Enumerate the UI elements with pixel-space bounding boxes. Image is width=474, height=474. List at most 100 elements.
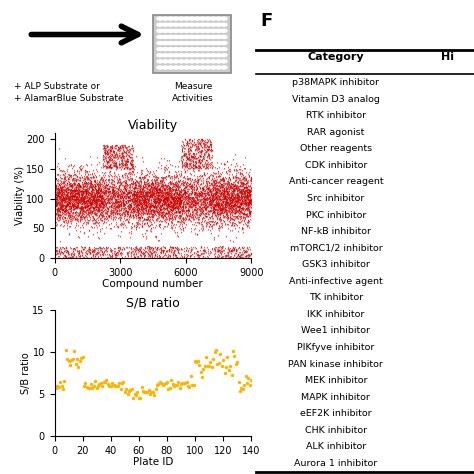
Point: [51, 188, 58, 196]
Point: [213, 158, 221, 165]
Point: [224, 189, 232, 197]
Point: [152, 176, 159, 183]
Point: [70, 203, 77, 210]
Point: [83, 210, 91, 218]
Point: [100, 177, 107, 185]
Point: [218, 219, 226, 227]
Point: [111, 210, 118, 218]
Point: [178, 196, 186, 204]
Point: [213, 195, 220, 202]
Point: [246, 208, 254, 216]
Point: [243, 188, 251, 196]
Point: [107, 162, 114, 170]
Point: [180, 181, 187, 188]
Point: [175, 254, 183, 262]
Point: [80, 195, 87, 202]
Point: [173, 196, 181, 204]
Point: [54, 194, 61, 201]
Point: [193, 199, 201, 207]
Point: [96, 243, 103, 251]
Point: [123, 150, 130, 157]
Point: [179, 202, 186, 210]
Point: [222, 200, 229, 207]
Point: [132, 392, 140, 399]
Point: [170, 200, 178, 207]
Point: [59, 223, 67, 230]
Point: [135, 197, 143, 204]
Point: [165, 213, 173, 221]
Point: [215, 193, 222, 201]
Point: [164, 222, 171, 229]
Point: [62, 194, 69, 201]
Point: [159, 194, 166, 201]
Point: [132, 198, 139, 205]
Point: [164, 194, 172, 201]
Point: [164, 191, 171, 198]
Point: [170, 199, 177, 207]
Point: [132, 243, 139, 250]
Point: [105, 250, 113, 258]
Point: [120, 200, 128, 208]
Point: [104, 163, 111, 171]
Point: [182, 181, 190, 188]
Text: Anti-cancer reagent: Anti-cancer reagent: [289, 177, 383, 186]
Point: [115, 145, 123, 152]
Circle shape: [189, 48, 195, 51]
Point: [109, 146, 117, 154]
Point: [64, 183, 72, 191]
Point: [173, 194, 180, 202]
Point: [163, 213, 170, 221]
Point: [78, 213, 85, 220]
Point: [165, 156, 173, 164]
Point: [160, 195, 167, 203]
Point: [104, 216, 111, 223]
Point: [213, 218, 220, 226]
Point: [74, 184, 82, 192]
Point: [146, 209, 154, 217]
Point: [179, 204, 187, 211]
Point: [177, 197, 184, 204]
Point: [120, 147, 128, 155]
Point: [225, 205, 232, 212]
Point: [246, 381, 254, 389]
Point: [212, 187, 219, 195]
Point: [202, 221, 210, 229]
Point: [152, 206, 159, 214]
FancyBboxPatch shape: [153, 15, 231, 73]
Point: [60, 251, 68, 259]
Point: [187, 246, 195, 254]
Point: [203, 152, 210, 160]
Point: [101, 161, 109, 169]
Point: [95, 193, 103, 201]
Point: [187, 177, 195, 185]
Point: [240, 190, 248, 197]
Point: [203, 208, 210, 216]
Point: [214, 203, 222, 210]
Point: [121, 207, 128, 215]
Point: [200, 365, 207, 373]
Point: [154, 201, 162, 209]
Point: [175, 203, 182, 211]
Point: [164, 210, 171, 217]
Point: [117, 154, 124, 161]
Point: [141, 187, 149, 194]
Point: [152, 211, 160, 219]
Point: [211, 207, 219, 214]
Point: [127, 182, 134, 190]
Point: [211, 212, 219, 219]
Point: [91, 177, 99, 185]
Point: [167, 195, 175, 202]
Point: [90, 195, 97, 203]
Point: [188, 152, 196, 159]
Point: [140, 179, 148, 186]
Point: [164, 201, 172, 208]
Point: [124, 164, 131, 171]
Point: [109, 192, 116, 200]
Point: [242, 199, 249, 206]
Point: [245, 203, 252, 211]
Point: [71, 192, 78, 200]
Point: [65, 178, 73, 186]
Point: [122, 207, 130, 214]
Point: [239, 187, 246, 195]
Point: [110, 174, 118, 182]
